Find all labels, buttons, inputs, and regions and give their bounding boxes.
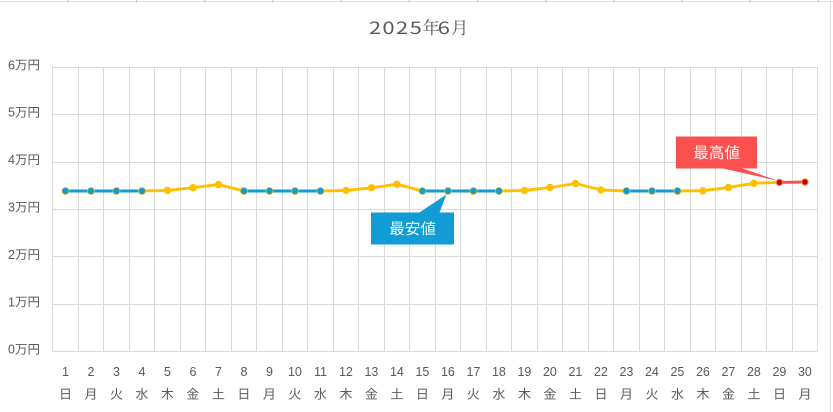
svg-text:23: 23 [619, 365, 633, 379]
svg-text:24: 24 [645, 365, 659, 379]
svg-text:17: 17 [466, 365, 480, 379]
svg-text:30: 30 [798, 365, 812, 379]
svg-text:13: 13 [364, 365, 378, 379]
svg-text:3: 3 [113, 365, 120, 379]
svg-text:5: 5 [164, 365, 171, 379]
svg-text:12: 12 [339, 365, 353, 379]
svg-text:1: 1 [62, 365, 69, 379]
svg-text:27: 27 [721, 365, 735, 379]
svg-text:26: 26 [696, 365, 710, 379]
svg-text:3: 3 [8, 201, 15, 215]
svg-text:29: 29 [772, 365, 786, 379]
svg-text:10: 10 [288, 365, 302, 379]
svg-text:0: 0 [8, 343, 15, 357]
svg-text:6: 6 [189, 365, 196, 379]
svg-text:6: 6 [8, 58, 15, 72]
svg-text:16: 16 [441, 365, 455, 379]
svg-text:21: 21 [568, 365, 582, 379]
svg-text:18: 18 [492, 365, 506, 379]
svg-text:25: 25 [670, 365, 684, 379]
svg-text:5: 5 [8, 106, 15, 120]
svg-text:1: 1 [8, 295, 15, 309]
svg-text:2: 2 [87, 365, 94, 379]
svg-text:19: 19 [517, 365, 531, 379]
svg-text:28: 28 [747, 365, 761, 379]
svg-text:8: 8 [240, 365, 247, 379]
svg-text:22: 22 [594, 365, 608, 379]
svg-text:2: 2 [8, 248, 15, 262]
svg-text:4: 4 [138, 365, 145, 379]
svg-text:14: 14 [390, 365, 404, 379]
svg-text:7: 7 [215, 365, 222, 379]
svg-text:15: 15 [415, 365, 429, 379]
svg-text:4: 4 [8, 153, 15, 167]
svg-text:11: 11 [314, 365, 327, 379]
svg-text:20: 20 [543, 365, 557, 379]
svg-text:9: 9 [266, 365, 273, 379]
